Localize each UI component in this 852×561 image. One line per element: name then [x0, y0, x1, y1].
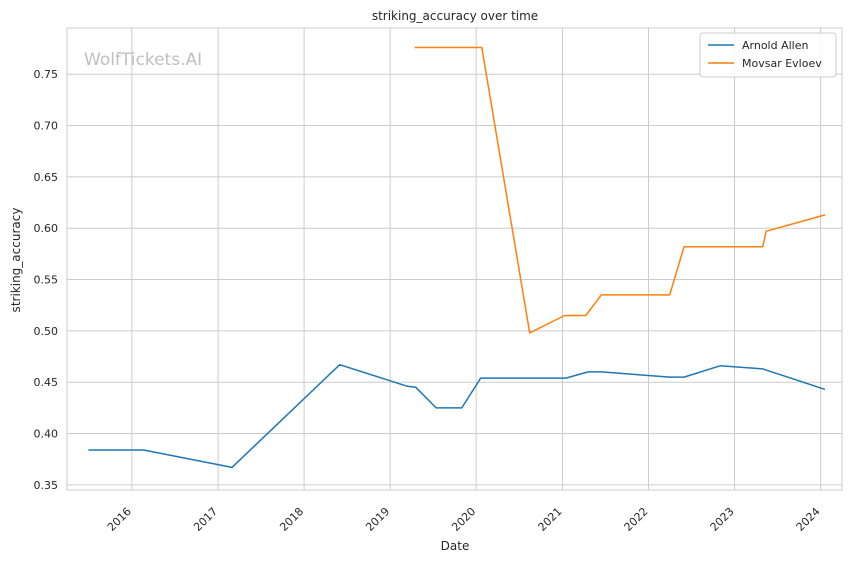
x-tick-label: 2023 — [708, 505, 737, 534]
x-tick-label: 2016 — [105, 505, 134, 534]
series-line-movsar-evloev — [414, 46, 826, 334]
legend-label: Arnold Allen — [742, 39, 808, 52]
series-line-arnold-allen — [88, 363, 826, 469]
y-tick-label: 0.50 — [34, 325, 59, 338]
x-tick-label: 2020 — [449, 505, 478, 534]
y-tick-label: 0.45 — [34, 376, 59, 389]
y-tick-label: 0.70 — [34, 120, 59, 133]
grid — [67, 28, 842, 490]
legend: Arnold Allen Movsar Evloev — [699, 32, 837, 78]
y-tick-label: 0.75 — [34, 68, 59, 81]
x-tick-label: 2022 — [622, 505, 651, 534]
y-tick-label: 0.60 — [34, 222, 59, 235]
x-tick-label: 2019 — [363, 505, 392, 534]
x-tick-label: 2018 — [277, 505, 306, 534]
plot-frame — [66, 27, 843, 491]
y-tick-label: 0.65 — [34, 171, 59, 184]
legend-box — [699, 32, 837, 78]
chart-title: striking_accuracy over time — [372, 9, 538, 23]
series-layer — [88, 46, 826, 469]
x-axis-ticks: 2016 2017 2018 2019 2020 2021 2022 2023 2024 — [105, 505, 823, 534]
y-tick-label: 0.40 — [34, 428, 59, 441]
x-tick-label: 2017 — [191, 505, 220, 534]
y-tick-label: 0.55 — [34, 274, 59, 287]
y-axis-title: striking_accuracy — [9, 208, 23, 313]
y-axis-ticks: 0.35 0.40 0.45 0.50 0.55 0.60 0.65 0.70 0.75 — [34, 68, 59, 492]
x-axis-title: Date — [441, 539, 470, 553]
y-tick-label: 0.35 — [34, 479, 59, 492]
x-tick-label: 2021 — [536, 505, 565, 534]
watermark-text: WolfTickets.AI — [84, 50, 202, 70]
x-tick-label: 2024 — [794, 505, 823, 534]
legend-label: Movsar Evloev — [742, 57, 822, 70]
